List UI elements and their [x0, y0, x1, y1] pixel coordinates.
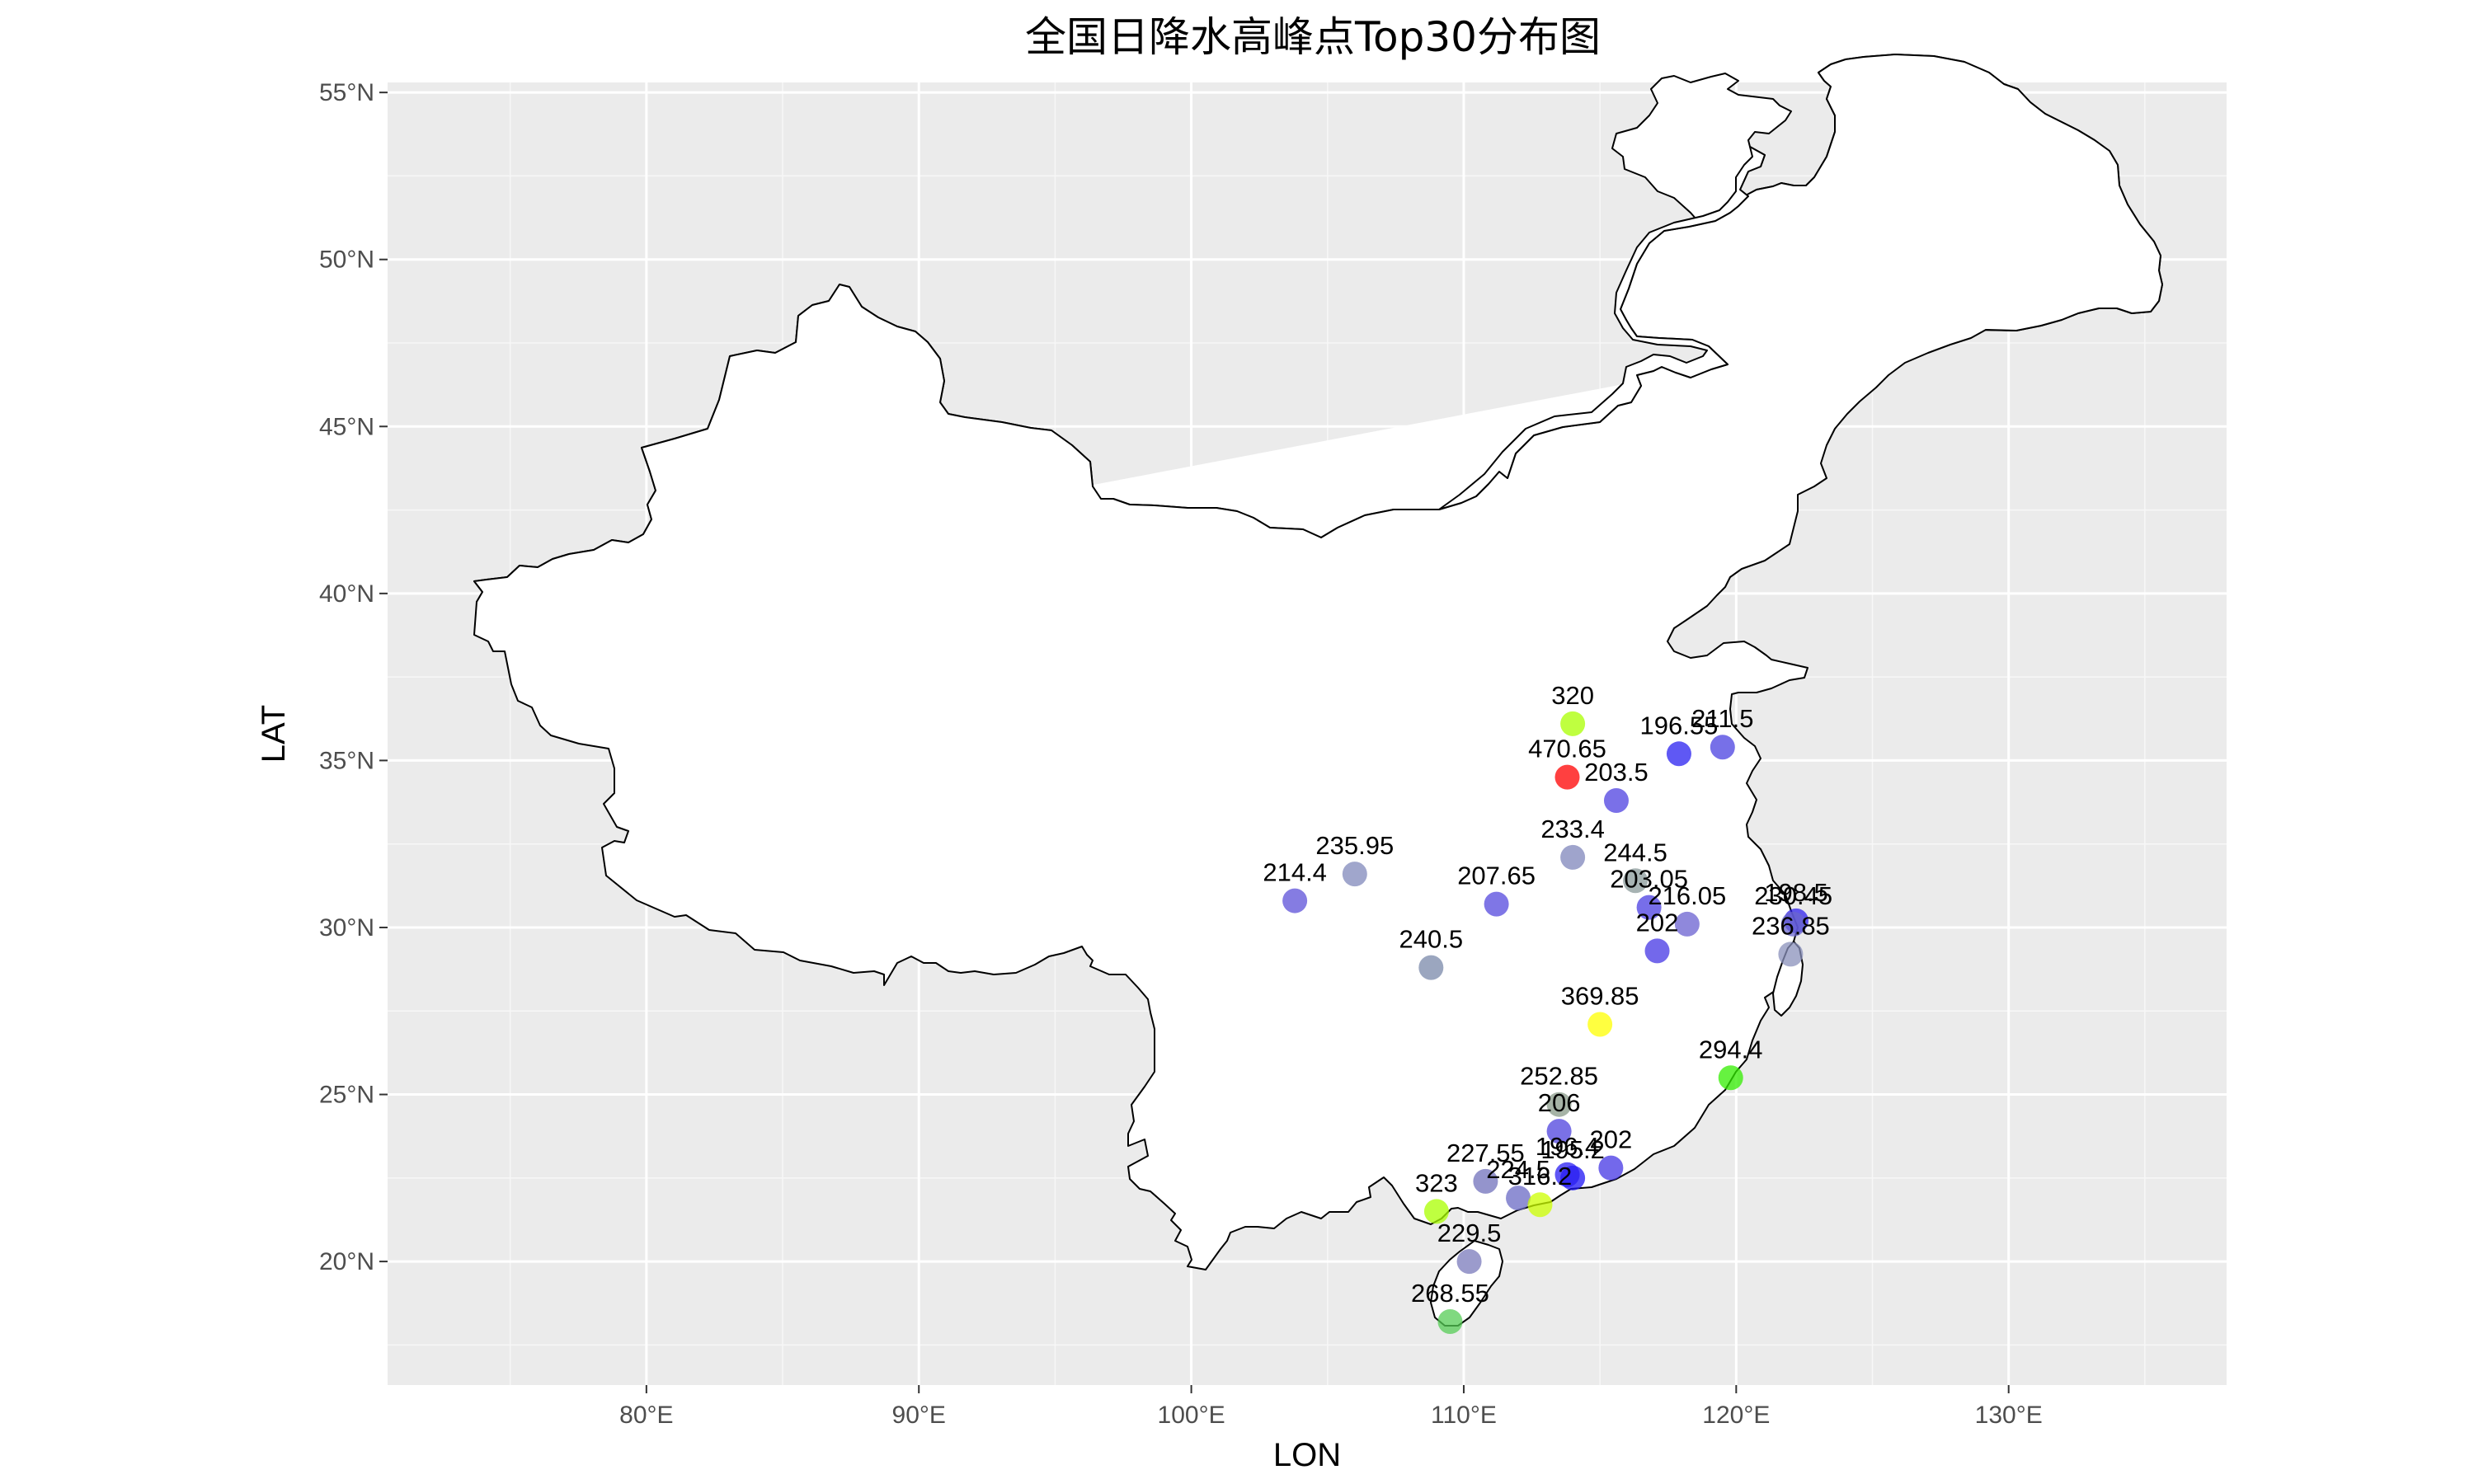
- precip-point-label: 229.5: [1437, 1219, 1502, 1247]
- precip-point-label: 216.05: [1648, 881, 1726, 910]
- precip-point: [1674, 911, 1700, 937]
- y-tick-label: 50°N: [319, 247, 374, 274]
- data-points: [1282, 711, 1809, 1335]
- precip-point-label: 203.05: [1610, 865, 1688, 894]
- precip-point: [1342, 862, 1367, 887]
- x-tick-label: 130°E: [1975, 1402, 2043, 1429]
- precip-point-label: 214.4: [1263, 858, 1327, 887]
- y-tick-label: 25°N: [319, 1082, 374, 1109]
- precip-point: [1666, 741, 1691, 767]
- precip-point: [1437, 1309, 1463, 1335]
- precip-point-label: 235.95: [1315, 831, 1394, 860]
- precip-point-label: 224.5: [1486, 1155, 1550, 1184]
- y-tick-label: 45°N: [319, 413, 374, 440]
- precip-point: [1554, 1162, 1580, 1187]
- precip-point: [1554, 764, 1580, 790]
- y-tick-label: 30°N: [319, 914, 374, 942]
- precip-point-label: 252.85: [1520, 1062, 1598, 1091]
- x-tick-label: 120°E: [1702, 1402, 1770, 1429]
- precip-point: [1560, 711, 1586, 736]
- precip-point: [1418, 955, 1444, 980]
- x-tick-label: 80°E: [619, 1402, 673, 1429]
- precip-point-label: 203.5: [1584, 758, 1649, 787]
- precip-point-label: 320: [1551, 681, 1594, 710]
- precip-point: [1623, 868, 1649, 894]
- chart-title: 全国日降水高峰点Top30分布图: [1025, 13, 1601, 61]
- y-tick-label: 40°N: [319, 580, 374, 608]
- precip-point: [1710, 735, 1735, 760]
- precip-point-label: 369.85: [1561, 981, 1639, 1010]
- precip-point: [1636, 895, 1662, 920]
- y-tick-label: 20°N: [319, 1248, 374, 1275]
- precip-point: [1644, 938, 1670, 964]
- precip-point: [1506, 1186, 1531, 1211]
- precip-point: [1546, 1092, 1572, 1117]
- data-labels: 470.65 369.85 323 320 316.2 294.4 268.55 252.85…: [1263, 681, 1832, 1308]
- precip-point: [1527, 1192, 1553, 1218]
- x-tick-label: 100°E: [1158, 1402, 1225, 1429]
- precip-point-label: 294.4: [1699, 1035, 1763, 1064]
- x-tick-label: 110°E: [1431, 1402, 1497, 1429]
- precip-point: [1456, 1249, 1482, 1275]
- china-northeast-inland: [1438, 146, 1766, 510]
- axis-ticks: 80°E 90°E 100°E 110°E 120°E 130°E 20°N 25°N 30°N…: [319, 79, 2043, 1429]
- precip-point-label: 198.5: [1764, 878, 1828, 907]
- precip-point: [1546, 1119, 1572, 1144]
- precip-point-label: 244.5: [1603, 838, 1667, 866]
- precip-point-label: 470.65: [1528, 735, 1606, 763]
- precip-point: [1780, 911, 1806, 937]
- precip-point-label: 196.4: [1536, 1132, 1600, 1161]
- y-tick-label: 55°N: [319, 79, 374, 106]
- precip-point-label: 240.5: [1399, 925, 1464, 954]
- precip-point-label: 206: [1538, 1088, 1581, 1117]
- precip-point: [1587, 1012, 1613, 1037]
- precip-point-label: 323: [1415, 1168, 1458, 1197]
- precip-point-label: 196.55: [1640, 711, 1719, 740]
- x-axis-title: LON: [1273, 1437, 1341, 1473]
- precip-point-label: 236.85: [1752, 911, 1830, 940]
- precip-point: [1560, 844, 1586, 870]
- precip-point-label: 202: [1589, 1125, 1632, 1154]
- precip-point: [1778, 942, 1804, 967]
- precip-point-label: 268.55: [1411, 1279, 1489, 1308]
- precip-point-label: 316.2: [1508, 1162, 1573, 1190]
- y-axis-title: LAT: [256, 705, 292, 763]
- precip-point: [1718, 1065, 1743, 1091]
- precip-point-label: 202: [1636, 908, 1679, 937]
- precip-point: [1484, 891, 1509, 917]
- precip-point: [1282, 888, 1308, 913]
- precip-point-label: 227.55: [1446, 1139, 1525, 1167]
- china-outline-east: [473, 54, 2163, 1270]
- precip-point: [1598, 1155, 1624, 1181]
- precip-point-label: 207.65: [1457, 862, 1536, 890]
- precip-point-label: 233.4: [1540, 815, 1605, 843]
- precip-point: [1423, 1199, 1449, 1224]
- precip-point-label: 211.5: [1691, 704, 1753, 733]
- y-tick-label: 35°N: [319, 747, 374, 774]
- precip-point: [1473, 1168, 1498, 1194]
- precip-point-label: 195.2: [1540, 1135, 1605, 1164]
- precip-point: [1603, 788, 1629, 814]
- precip-point-label: 230.45: [1754, 881, 1832, 910]
- x-tick-label: 90°E: [892, 1402, 946, 1429]
